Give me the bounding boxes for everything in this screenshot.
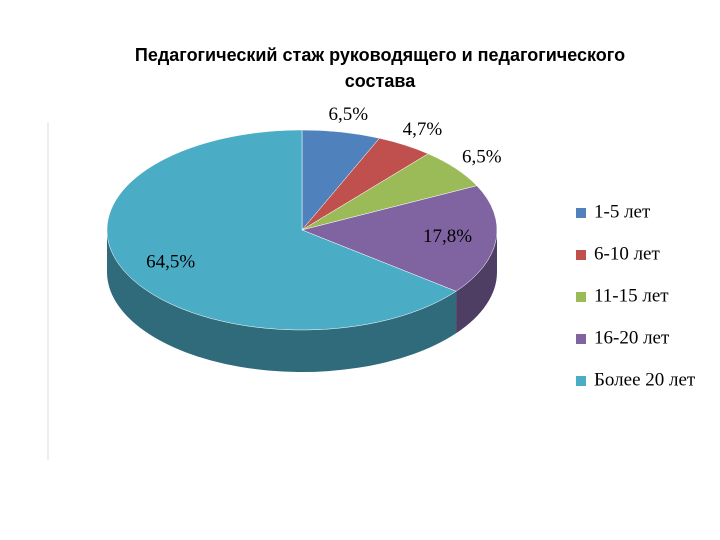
data-label: 4,7%	[403, 119, 443, 140]
legend-label: 1-5 лет	[594, 201, 651, 222]
legend-swatch	[576, 250, 586, 260]
legend-swatch	[576, 292, 586, 302]
slice	[301, 185, 498, 292]
legend-swatch	[576, 376, 586, 386]
legend-swatch	[576, 334, 586, 344]
legend-swatch	[576, 208, 586, 218]
legend-label: 11-15 лет	[594, 285, 669, 306]
chart-title: Педагогический стаж руководящего и педаг…	[134, 45, 626, 91]
data-label: 17,8%	[423, 226, 472, 247]
legend-label: Более 20 лет	[594, 369, 696, 390]
slice-side	[456, 230, 498, 334]
data-label: 6,5%	[462, 146, 502, 167]
slice-side	[107, 230, 457, 373]
data-label: 6,5%	[328, 104, 368, 125]
legend-label: 6-10 лет	[594, 243, 660, 264]
slice	[106, 129, 457, 331]
legend-label: 16-20 лет	[594, 327, 670, 348]
data-label: 64,5%	[146, 251, 195, 272]
